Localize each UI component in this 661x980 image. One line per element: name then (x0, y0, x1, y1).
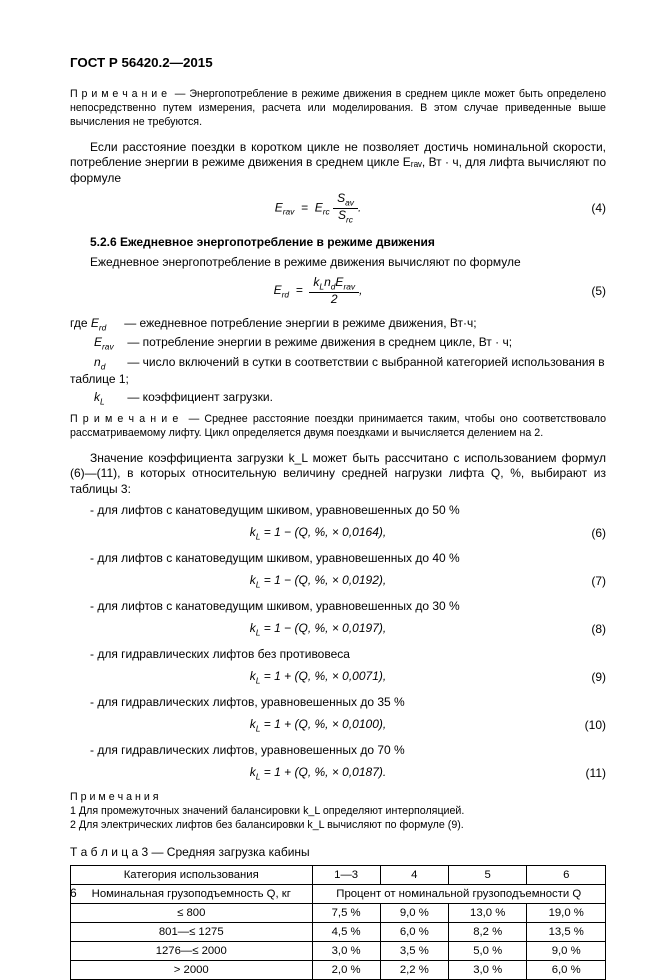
table-caption: Т а б л и ц а 3 — Средняя загрузка кабин… (70, 845, 606, 859)
formula-number: (8) (566, 622, 606, 636)
formula-body: Erav = Erc SavSrc. (70, 192, 566, 224)
case-label: - для гидравлических лифтов, уравновешен… (90, 695, 606, 711)
table-cell: 4,5 % (312, 922, 380, 941)
table-row: > 20002,0 %2,2 %3,0 %6,0 % (71, 960, 606, 979)
symbol: nd (94, 355, 124, 372)
where-item: Erav — потребление энергии в режиме движ… (70, 335, 606, 352)
formula-number: (4) (566, 201, 606, 215)
symbol: Erav (94, 335, 124, 352)
formula-body: kL = 1 + (Q, %, × 0,0100), (70, 717, 566, 733)
formula-body: kL = 1 + (Q, %, × 0,0187). (70, 765, 566, 781)
where-block: где Erd — ежедневное потребление энергии… (70, 316, 606, 407)
note-label: П р и м е ч а н и е (70, 413, 178, 425)
section-title: Ежедневное энергопотребление в режиме дв… (120, 235, 435, 249)
row-header: 801—≤ 1275 (71, 922, 313, 941)
table-row: Категория использования 1—3 4 5 6 (71, 865, 606, 884)
formula-body: Erd = kLndErav2, (70, 276, 566, 306)
case-label: - для лифтов с канатоведущим шкивом, ура… (90, 599, 606, 615)
doc-id: ГОСТ Р 56420.2—2015 (70, 55, 606, 70)
where-item: nd — число включений в сутки в соответст… (70, 355, 606, 388)
cases-block: - для лифтов с канатоведущим шкивом, ура… (70, 503, 606, 781)
paragraph: Если расстояние поездки в коротком цикле… (70, 140, 606, 187)
table-row: 1276—≤ 20003,0 %3,5 %5,0 %9,0 % (71, 941, 606, 960)
formula-number: (9) (566, 670, 606, 684)
formula-number: (5) (566, 284, 606, 298)
note-label: П р и м е ч а н и е (70, 88, 167, 100)
col-header: 5 (448, 865, 527, 884)
formula: kL = 1 + (Q, %, × 0,0071),(9) (70, 669, 606, 685)
note-2: П р и м е ч а н и е — Среднее расстояние… (70, 413, 606, 441)
table-row: Номинальная грузоподъемность Q, кг Проце… (71, 884, 606, 903)
notes-group-label: П р и м е ч а н и я (70, 791, 159, 803)
paragraph: Ежедневное энергопотребление в режиме дв… (70, 255, 606, 271)
case-label: - для лифтов с канатоведущим шкивом, ура… (90, 503, 606, 519)
note-line: 2 Для электрических лифтов без балансиро… (70, 819, 464, 831)
table-cell: 3,0 % (448, 960, 527, 979)
table-cell: 3,5 % (380, 941, 448, 960)
definition: — число включений в сутки в соответствии… (70, 355, 605, 386)
page: ГОСТ Р 56420.2—2015 П р и м е ч а н и е … (0, 0, 661, 935)
col-header: 1—3 (312, 865, 380, 884)
table-cell: 6,0 % (380, 922, 448, 941)
formula-number: (6) (566, 526, 606, 540)
col-header: Категория использования (71, 865, 313, 884)
formula-body: kL = 1 + (Q, %, × 0,0071), (70, 669, 566, 685)
definition: — потребление энергии в режиме движения … (127, 335, 512, 349)
table-cell: 9,0 % (380, 903, 448, 922)
table-cell: 3,0 % (312, 941, 380, 960)
symbol: kL (94, 390, 124, 407)
table-cell: 13,0 % (448, 903, 527, 922)
table-cell: 5,0 % (448, 941, 527, 960)
where-item: где Erd — ежедневное потребление энергии… (70, 316, 606, 333)
formula: kL = 1 − (Q, %, × 0,0192),(7) (70, 573, 606, 589)
table-cell: 8,2 % (448, 922, 527, 941)
page-number: 6 (70, 886, 77, 900)
formula-number: (11) (566, 766, 606, 780)
formula-body: kL = 1 − (Q, %, × 0,0197), (70, 621, 566, 637)
table-cell: 7,5 % (312, 903, 380, 922)
section-number: 5.2.6 (90, 235, 117, 249)
formula-number: (7) (566, 574, 606, 588)
formula-body: kL = 1 − (Q, %, × 0,0164), (70, 525, 566, 541)
paragraph: Значение коэффициента загрузки k_L может… (70, 451, 606, 498)
table-cell: 2,2 % (380, 960, 448, 979)
note-line: 1 Для промежуточных значений балансировк… (70, 805, 464, 817)
where-item: kL — коэффициент загрузки. (70, 390, 606, 407)
table-row: ≤ 8007,5 %9,0 %13,0 %19,0 % (71, 903, 606, 922)
formula-body: kL = 1 − (Q, %, × 0,0192), (70, 573, 566, 589)
notes-group: П р и м е ч а н и я 1 Для промежуточных … (70, 791, 606, 833)
table-cell: 19,0 % (527, 903, 606, 922)
row-header: Номинальная грузоподъемность Q, кг (71, 884, 313, 903)
symbol: Erd (91, 316, 121, 333)
definition: — коэффициент загрузки. (127, 390, 273, 404)
formula-4: Erav = Erc SavSrc. (4) (70, 192, 606, 224)
table-cell: 9,0 % (527, 941, 606, 960)
formula: kL = 1 − (Q, %, × 0,0164),(6) (70, 525, 606, 541)
case-label: - для лифтов с канатоведущим шкивом, ура… (90, 551, 606, 567)
col-header: 4 (380, 865, 448, 884)
table-cell: 2,0 % (312, 960, 380, 979)
formula: kL = 1 + (Q, %, × 0,0187).(11) (70, 765, 606, 781)
formula: kL = 1 + (Q, %, × 0,0100),(10) (70, 717, 606, 733)
note-1: П р и м е ч а н и е — Энергопотребление … (70, 88, 606, 130)
definition: — ежедневное потребление энергии в режим… (124, 316, 476, 330)
table-row: 801—≤ 12754,5 %6,0 %8,2 %13,5 % (71, 922, 606, 941)
formula: kL = 1 − (Q, %, × 0,0197),(8) (70, 621, 606, 637)
row-header: > 2000 (71, 960, 313, 979)
formula-5: Erd = kLndErav2, (5) (70, 276, 606, 306)
row-header: ≤ 800 (71, 903, 313, 922)
col-header: 6 (527, 865, 606, 884)
case-label: - для гидравлических лифтов без противов… (90, 647, 606, 663)
case-label: - для гидравлических лифтов, уравновешен… (90, 743, 606, 759)
table-cell: 6,0 % (527, 960, 606, 979)
table-cell: Процент от номинальной грузоподъемности … (312, 884, 606, 903)
formula-number: (10) (566, 718, 606, 732)
table-cell: 13,5 % (527, 922, 606, 941)
row-header: 1276—≤ 2000 (71, 941, 313, 960)
section-5-2-6: 5.2.6 Ежедневное энергопотребление в реж… (70, 235, 606, 249)
table-3: Категория использования 1—3 4 5 6 Номина… (70, 865, 606, 980)
